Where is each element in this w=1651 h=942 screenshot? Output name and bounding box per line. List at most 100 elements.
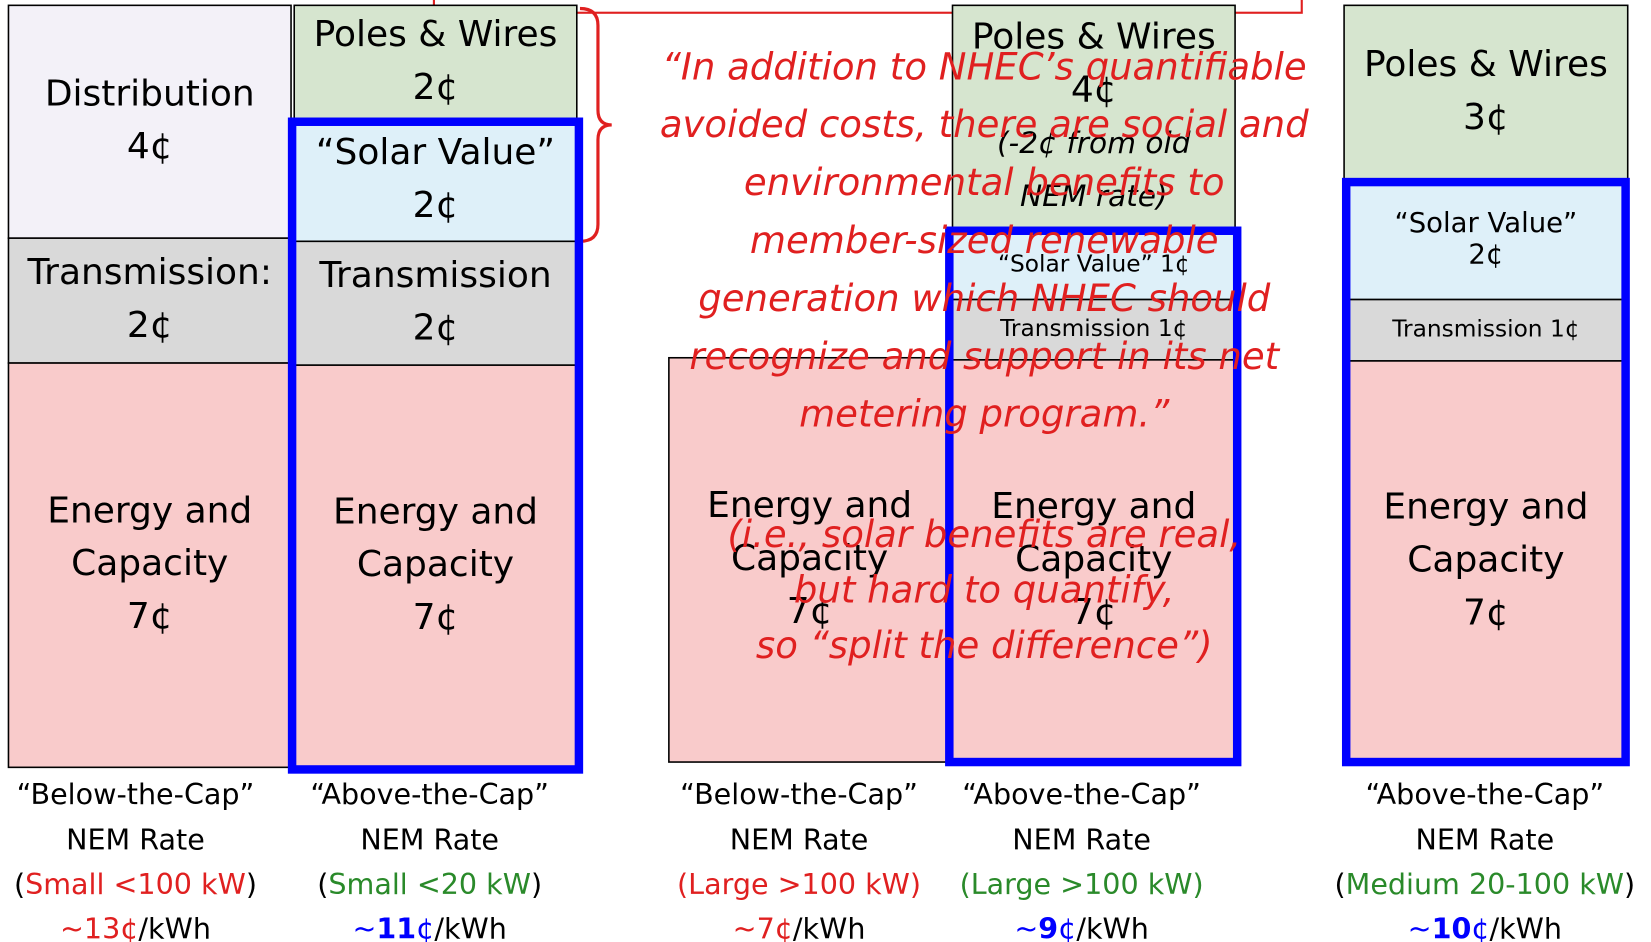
size-part: ) xyxy=(531,867,542,901)
size-part: Small <20 kW xyxy=(328,867,531,901)
segment-box xyxy=(951,359,1236,763)
segment-label: 2¢ xyxy=(127,305,173,346)
caption: NEM Rate xyxy=(66,822,205,856)
highlight-outline xyxy=(945,226,1242,767)
caption-size: (Large >100 kW) xyxy=(677,867,921,901)
brace xyxy=(579,6,612,243)
segment-label: 2¢ xyxy=(413,185,459,226)
caption-price: ~9¢/kWh xyxy=(1014,911,1149,942)
segment-label: “Solar Value” xyxy=(316,132,555,173)
quote-line: “In addition to NHEC’s quantifiable xyxy=(662,45,1307,88)
size-part: ( xyxy=(677,867,688,901)
segment-label: Transmission: xyxy=(27,252,272,293)
price-part: ~13¢ xyxy=(60,911,138,942)
caption-size: (Small <20 kW) xyxy=(317,867,542,901)
segment-box xyxy=(951,298,1236,361)
size-part: ( xyxy=(1335,867,1346,901)
caption-price: ~7¢/kWh xyxy=(733,911,866,942)
price-unit: /kWh xyxy=(434,911,507,942)
segment-label: Poles & Wires xyxy=(1364,44,1608,85)
caption: “Above-the-Cap” xyxy=(310,777,549,811)
price-part: ~ xyxy=(352,911,376,942)
caption: “Below-the-Cap” xyxy=(680,777,918,811)
size-part: Large >100 kW xyxy=(971,867,1193,901)
segment-label: 4¢ xyxy=(127,126,173,167)
caption: NEM Rate xyxy=(1012,822,1151,856)
segment-label: 7¢ xyxy=(1463,592,1509,633)
segment-label: 3¢ xyxy=(1463,97,1509,138)
price-part: ~ xyxy=(1408,911,1432,942)
segment-box xyxy=(7,362,292,769)
segment-label: Capacity xyxy=(71,543,228,584)
size-part: ( xyxy=(960,867,971,901)
size-part: ) xyxy=(246,867,257,901)
segment-box xyxy=(668,356,952,763)
aside-line: so “split the difference”) xyxy=(756,624,1213,667)
caption: “Below-the-Cap” xyxy=(17,777,255,811)
segment-label: “Solar Value” 1¢ xyxy=(998,251,1190,278)
price-part: ¢ xyxy=(1471,911,1489,942)
caption-price: ~13¢/kWh xyxy=(60,911,211,942)
size-part: ( xyxy=(317,867,328,901)
quote-line: member-sized renewable xyxy=(750,219,1219,262)
segment-label: 7¢ xyxy=(1071,592,1117,633)
caption: NEM Rate xyxy=(360,822,499,856)
price-part: 9 xyxy=(1038,911,1058,942)
price-part: ~ xyxy=(1014,911,1038,942)
segment-label: Energy and xyxy=(707,485,912,526)
segment-box xyxy=(951,4,1236,232)
price-unit: /kWh xyxy=(1076,911,1149,942)
segment-label: “Solar Value” xyxy=(1394,207,1577,239)
price-part: 10 xyxy=(1432,911,1472,942)
quote-line: environmental benefits to xyxy=(744,161,1225,204)
size-part: Small <100 kW xyxy=(25,867,246,901)
segment-label: Poles & Wires xyxy=(314,14,558,55)
segment-box xyxy=(1343,360,1629,763)
quote-line: generation which NHEC should xyxy=(698,277,1271,320)
quote-line: avoided costs, there are social and xyxy=(660,103,1309,146)
price-part: 11 xyxy=(376,911,416,942)
aside-line: but hard to quantify, xyxy=(794,569,1175,612)
price-part: ¢ xyxy=(416,911,434,942)
quote-line: recognize and support in its net xyxy=(689,335,1280,378)
segment-label: Energy and xyxy=(991,486,1196,527)
segment-label: Capacity xyxy=(1015,539,1172,580)
segment-box xyxy=(7,4,292,239)
aside-line: (i.e., solar benefits are real, xyxy=(727,513,1241,556)
caption: NEM Rate xyxy=(1416,822,1555,856)
segment-label: Energy and xyxy=(333,491,538,532)
segment-label: Distribution xyxy=(45,73,255,114)
caption-size: (Large >100 kW) xyxy=(960,867,1204,901)
caption: “Above-the-Cap” xyxy=(962,777,1201,811)
segment-label: Transmission 1¢ xyxy=(1391,316,1579,343)
segment-label: Energy and xyxy=(1383,487,1588,528)
segment-label: Energy and xyxy=(47,490,252,531)
segment-box xyxy=(293,364,578,769)
segment-label: 7¢ xyxy=(413,597,459,638)
segment-label: 2¢ xyxy=(1468,239,1503,271)
segment-label: Capacity xyxy=(357,544,514,585)
size-part: ) xyxy=(1624,867,1635,901)
price-part: ~7¢ xyxy=(733,911,793,942)
segment-label: 2¢ xyxy=(413,67,459,108)
segment-note: NEM rate) xyxy=(1020,178,1168,213)
caption-price: ~11¢/kWh xyxy=(352,911,506,942)
caption-size: (Small <100 kW) xyxy=(14,867,257,901)
price-unit: /kWh xyxy=(1490,911,1563,942)
size-part: Medium 20-100 kW xyxy=(1346,867,1624,901)
segment-label: 4¢ xyxy=(1071,70,1117,111)
size-part: Large >100 kW xyxy=(688,867,910,901)
segment-box xyxy=(1343,179,1629,301)
segment-label: Capacity xyxy=(731,538,888,579)
segment-label: Transmission xyxy=(318,255,551,296)
size-part: ) xyxy=(1192,867,1203,901)
size-part: ) xyxy=(910,867,921,901)
caption-price: ~10¢/kWh xyxy=(1408,911,1562,942)
segment-label: Transmission 1¢ xyxy=(999,315,1187,342)
highlight-outline xyxy=(1341,177,1630,767)
segment-label: 2¢ xyxy=(413,308,459,349)
quote-line: metering program.” xyxy=(799,393,1170,436)
price-part: ¢ xyxy=(1058,911,1076,942)
